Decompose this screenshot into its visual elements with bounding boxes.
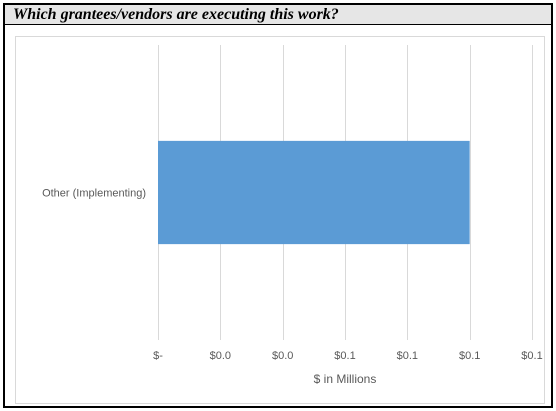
x-tick-label-2: $0.0 [272,350,293,362]
panel-title-bar: Which grantees/vendors are executing thi… [3,3,553,25]
x-tick-label-4: $0.1 [397,350,418,362]
x-tick-label-1: $0.0 [210,350,231,362]
chart-area [15,36,545,404]
x-tick-label-6: $0.1 [521,350,542,362]
x-tick-label-0: $- [153,350,163,362]
chart-frame [3,24,553,408]
category-label-0: Other (Implementing) [42,188,146,200]
x-tick-label-3: $0.1 [334,350,355,362]
x-axis-title: $ in Millions [314,372,377,386]
panel-title: Which grantees/vendors are executing thi… [13,6,339,23]
x-tick-label-5: $0.1 [459,350,480,362]
bar-0 [158,140,470,245]
